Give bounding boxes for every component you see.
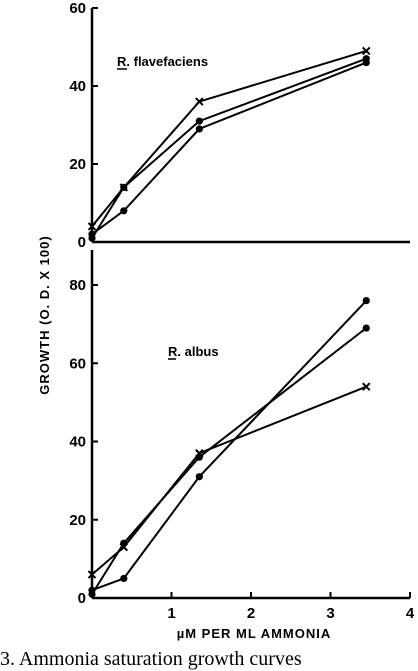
bottom-series-1-point: [195, 473, 203, 481]
x-marker-stroke: [119, 542, 129, 552]
bottom-series-1-point: [362, 297, 370, 305]
bottom-y-ticks: 0 20 40 60 80: [69, 277, 98, 607]
x-marker-stroke: [362, 46, 371, 56]
bottom-y-tick-label: 40: [69, 434, 86, 451]
bottom-x-tick-label: 1: [167, 605, 175, 622]
top-y-tick-label: 40: [69, 78, 86, 95]
bottom-series-1-line: [91, 300, 368, 592]
bottom-x-tick-label: 3: [326, 605, 334, 622]
bottom-series-2-point: [362, 324, 370, 332]
x-marker-stroke: [87, 570, 97, 579]
top-y-ticks: 0 20 40 60: [69, 0, 98, 251]
top-series-1-point: [195, 97, 204, 106]
bottom-series-3-point: [195, 449, 204, 458]
bottom-series-2-point: [88, 590, 96, 598]
top-panel-label: R. flavefaciens: [117, 54, 208, 69]
bottom-panel-label: R. albus: [168, 344, 219, 359]
bottom-series-2-line: [91, 327, 367, 595]
top-series-1-line: [91, 49, 367, 228]
top-series-3-point: [88, 234, 96, 242]
top-series-3-point: [362, 55, 370, 63]
top-y-tick-label: 60: [69, 0, 86, 17]
top-series-2-line: [91, 61, 367, 236]
figure-caption: 3. Ammonia saturation growth curves: [0, 648, 302, 670]
x-marker-stroke: [87, 222, 97, 231]
panel-bottom: 0 20 40 60 80 1 2 3 4 R. albus: [69, 250, 415, 622]
bottom-series-3-line: [91, 385, 367, 576]
x-marker-stroke: [195, 449, 204, 458]
panel-top: 0 20 40 60 R. flavefaciens: [69, 0, 410, 251]
bottom-y-tick-label: 20: [69, 512, 86, 529]
bottom-x-tick-label: 2: [247, 605, 255, 622]
top-series-group: [87, 46, 371, 242]
bottom-series-group: [87, 297, 371, 598]
bottom-series-3-point: [362, 382, 371, 391]
bottom-series-3-point: [87, 570, 97, 579]
x-marker-stroke: [362, 382, 371, 391]
top-series-3-line: [91, 57, 367, 239]
bottom-x-tick-label: 4: [406, 605, 415, 622]
bottom-y-tick-label: 80: [69, 277, 86, 294]
y-axis-label: GROWTH (O. D. X 100): [37, 235, 52, 394]
x-axis-label: µM PER ML AMMONIA: [177, 626, 331, 641]
top-series-2-point: [120, 207, 128, 215]
bottom-y-tick-label: 60: [69, 355, 86, 372]
top-y-tick-label: 20: [69, 156, 86, 173]
bottom-y-tick-label: 0: [78, 590, 86, 607]
top-series-1-point: [87, 222, 97, 231]
bottom-series-3-point: [119, 542, 129, 552]
x-marker-stroke: [195, 97, 204, 106]
top-series-2-point: [195, 125, 203, 133]
top-y-tick-label: 0: [78, 234, 86, 251]
bottom-series-1-point: [120, 574, 128, 583]
top-series-3-point: [195, 117, 203, 125]
top-series-1-point: [362, 46, 371, 56]
bottom-x-ticks: 1 2 3 4: [167, 592, 415, 622]
top-series-3-point: [120, 183, 128, 191]
